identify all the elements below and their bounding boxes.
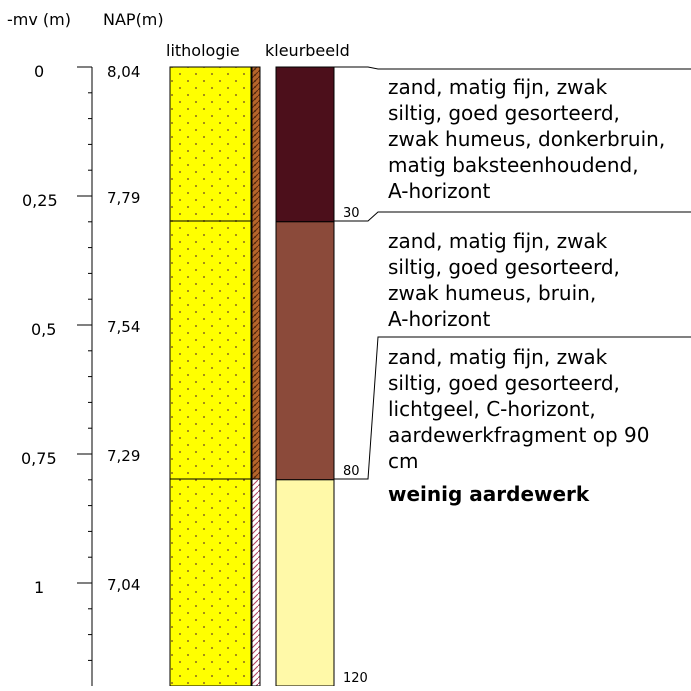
depth-label-0: 0: [34, 62, 44, 81]
nap-label-3: 7,54: [107, 318, 140, 336]
brick-admixture-strip: [251, 66, 261, 480]
nap-label-5: 7,04: [107, 576, 140, 594]
lithology-sand-column: [169, 66, 252, 687]
lithology-header: lithologie: [166, 41, 240, 60]
leader-line-layer-1: [334, 66, 691, 70]
note-text: weinig aardewerk: [388, 482, 590, 506]
boundary-label-80: 80: [343, 464, 360, 479]
color-layer-1: [275, 66, 335, 223]
axis-ticks: [77, 66, 92, 661]
color-layer-3: [275, 479, 335, 687]
depth-header: -mv (m): [7, 10, 71, 29]
leader-line-layer-3: [334, 336, 691, 480]
nap-header: NAP(m): [103, 10, 164, 29]
color-column: [275, 66, 335, 687]
nap-label-1: 8,04: [107, 63, 140, 81]
boundary-label-30: 30: [343, 206, 360, 221]
leader-line-layer-2: [334, 211, 691, 222]
depth-label-1: 1: [34, 578, 44, 597]
depth-label-075: 0,75: [21, 449, 57, 468]
layer-1-description: zand, matig fijn, zwak siltig, goed geso…: [388, 75, 666, 203]
nap-label-2: 7,79: [107, 189, 140, 207]
depth-label-025: 0,25: [22, 191, 58, 210]
color-layer-2: [275, 221, 335, 481]
layer-2-description: zand, matig fijn, zwak siltig, goed geso…: [388, 229, 620, 331]
boundary-label-120: 120: [343, 671, 368, 686]
color-header: kleurbeeld: [265, 41, 350, 60]
pottery-admixture-strip: [251, 478, 261, 687]
layer-3-description: zand, matig fijn, zwak siltig, goed geso…: [388, 345, 650, 473]
nap-label-4: 7,29: [107, 447, 140, 465]
depth-label-05: 0,5: [31, 320, 56, 339]
